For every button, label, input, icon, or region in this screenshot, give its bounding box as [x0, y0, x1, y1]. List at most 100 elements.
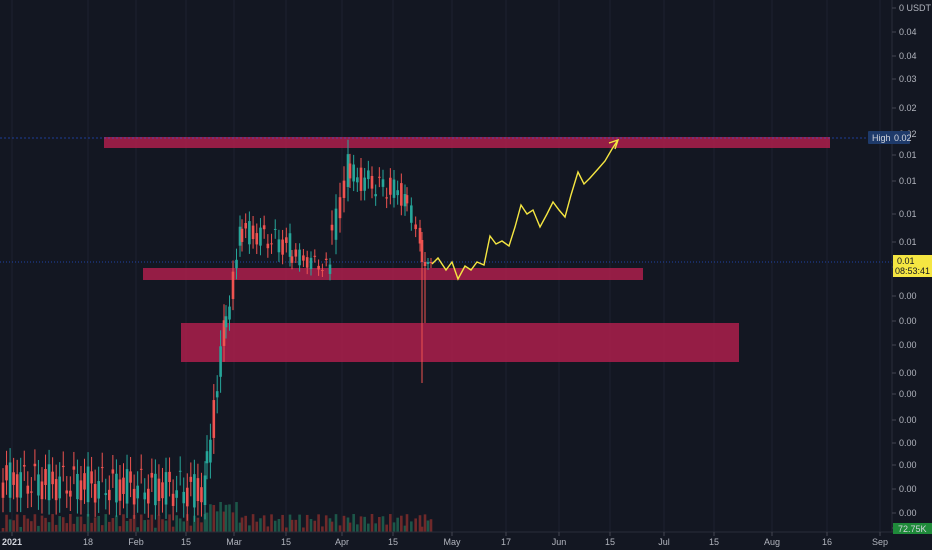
volume-bar	[342, 515, 346, 532]
high-badge: High 0.02	[868, 131, 912, 144]
candle-body	[5, 465, 8, 481]
candle-body	[400, 183, 403, 206]
x-tick-label: 15	[605, 537, 615, 547]
candle-body	[203, 475, 207, 506]
volume-bar	[385, 524, 388, 532]
candle-body	[212, 400, 216, 438]
candle-body	[40, 481, 44, 500]
volume-badge: 72.75K	[893, 523, 932, 534]
candle-body	[129, 471, 132, 483]
y-tick-label: 0.01	[899, 150, 917, 160]
candle-body	[122, 477, 125, 494]
volume-bar	[47, 522, 51, 532]
volume-bar	[125, 520, 129, 532]
x-axis[interactable]: 2021 18 Feb 15 Mar 15 Apr 15 May 17 Jun 15 Jul 15 Aug 1…	[2, 532, 888, 547]
candle-body	[378, 176, 381, 178]
candle-body	[58, 476, 62, 499]
volume-bar	[381, 516, 385, 532]
volume-bar	[22, 515, 26, 532]
candle-body	[346, 154, 350, 187]
volume-bar	[44, 517, 47, 532]
volume-bar	[115, 515, 118, 532]
volume-bar	[420, 526, 424, 532]
candle-body	[219, 346, 222, 377]
volume-bar	[33, 514, 37, 532]
volume-bars	[1, 502, 433, 532]
candle-body	[228, 306, 231, 320]
volume-bar	[8, 519, 12, 532]
volume-bar	[338, 525, 342, 532]
y-tick-label: 0.01	[899, 176, 917, 186]
volume-bar	[1, 528, 5, 532]
volume-bar	[235, 502, 238, 532]
candle-body	[47, 464, 51, 501]
y-tick-label: 0 USDT	[899, 3, 932, 13]
volume-bar	[378, 517, 381, 532]
candle-body	[8, 462, 12, 498]
candle-body	[238, 226, 242, 246]
volume-bar	[277, 519, 281, 532]
candle-body	[132, 488, 136, 505]
candle-body	[161, 482, 164, 499]
volume-bar	[185, 514, 189, 532]
volume-bar	[175, 515, 178, 532]
candle-body	[1, 482, 5, 498]
volume-bar	[132, 515, 136, 532]
candle-body	[44, 468, 47, 486]
candle-body	[154, 473, 157, 506]
volume-bar	[212, 505, 216, 532]
candle-body	[54, 479, 58, 501]
volume-bar	[259, 518, 262, 532]
volume-bar	[238, 522, 242, 532]
x-tick-label: Sep	[872, 537, 888, 547]
candle-body	[405, 195, 409, 204]
volume-bar	[178, 518, 182, 532]
candle-body	[359, 167, 363, 191]
volume-bar	[111, 518, 115, 532]
volume-bar	[76, 516, 79, 532]
y-axis[interactable]: 0 USDT0.040.040.030.020.020.010.010.010.…	[892, 3, 932, 533]
candle-body	[146, 488, 150, 504]
candle-body	[321, 270, 324, 272]
volume-bar	[171, 526, 175, 532]
volume-bar	[104, 514, 108, 532]
x-tick-label: 16	[822, 537, 832, 547]
x-tick-label: Aug	[764, 537, 780, 547]
current-price-badge: 0.01 08:53:41	[893, 255, 932, 277]
volume-value: 72.75K	[898, 524, 927, 534]
zone-resistance	[104, 137, 830, 148]
candles	[1, 139, 433, 522]
volume-bar	[136, 527, 139, 532]
candle-body	[302, 255, 305, 261]
candle-body	[224, 316, 228, 328]
candle-body	[215, 391, 219, 398]
candle-body	[61, 465, 65, 468]
volume-bar	[205, 512, 209, 532]
candle-body	[196, 478, 200, 501]
volume-bar	[164, 520, 168, 532]
volume-bar	[414, 518, 417, 532]
volume-bar	[146, 519, 150, 532]
candle-body	[244, 223, 247, 229]
volume-bar	[255, 521, 259, 532]
candle-body	[334, 208, 338, 240]
candle-body	[330, 224, 334, 231]
candle-body	[33, 463, 37, 467]
candle-body	[281, 239, 284, 255]
candle-body	[76, 473, 79, 500]
candle-body	[182, 491, 186, 504]
volume-bar	[309, 519, 313, 532]
candle-body	[352, 164, 355, 182]
candle-body	[356, 177, 359, 183]
volume-bar	[224, 504, 228, 532]
candle-body	[205, 451, 209, 464]
candle-body	[273, 228, 277, 230]
candle-body	[19, 472, 23, 498]
current-price-value: 0.01	[897, 256, 915, 266]
volume-bar	[15, 514, 19, 532]
x-tick-label: Mar	[226, 537, 242, 547]
candle-body	[288, 233, 292, 257]
volume-bar	[363, 516, 366, 532]
candle-body	[294, 249, 298, 257]
